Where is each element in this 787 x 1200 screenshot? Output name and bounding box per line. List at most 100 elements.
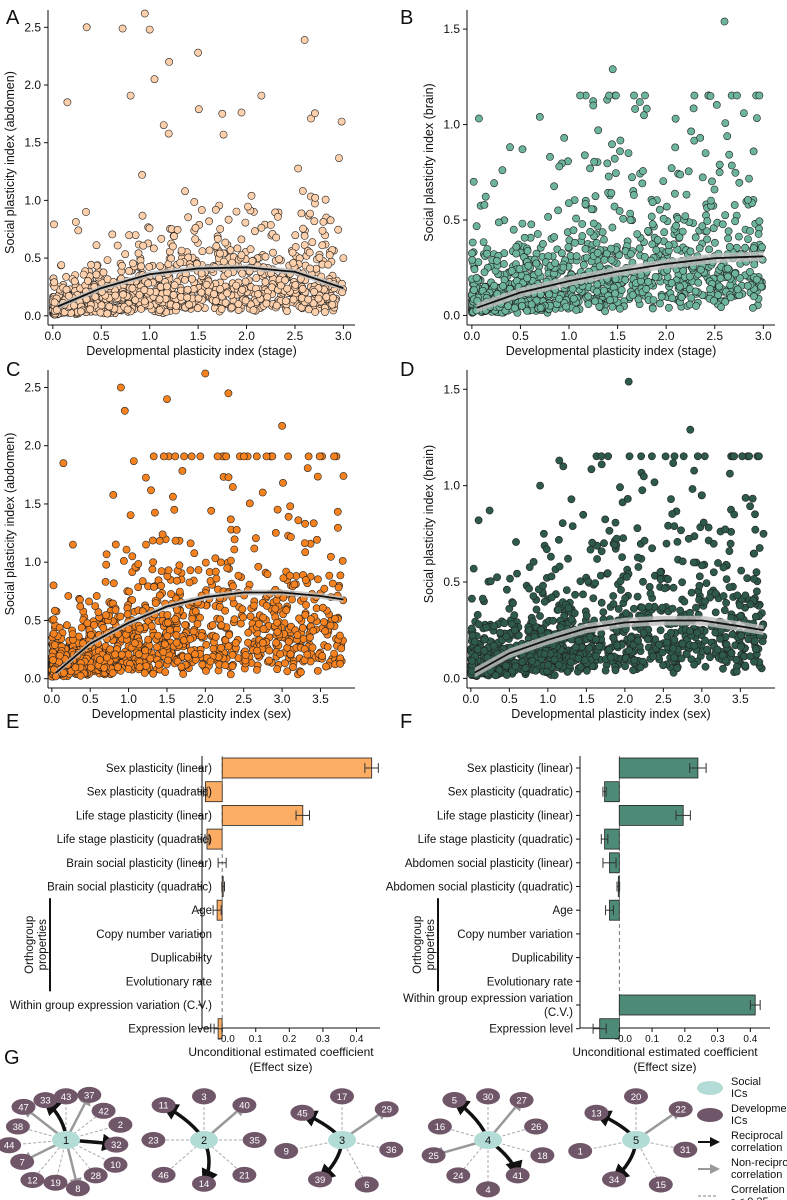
data-point	[172, 638, 181, 647]
data-point	[113, 663, 122, 672]
data-point	[608, 302, 617, 311]
data-point-outlier	[82, 23, 91, 32]
data-point	[149, 244, 158, 253]
data-point	[751, 645, 760, 654]
data-point	[752, 275, 761, 284]
data-point	[558, 519, 567, 527]
data-point	[563, 667, 572, 676]
data-point	[619, 534, 628, 542]
data-point	[646, 589, 655, 598]
x-tick-label: 3.0	[335, 329, 352, 343]
data-point	[751, 525, 760, 534]
data-point	[309, 626, 318, 635]
data-point	[330, 649, 338, 658]
data-point	[567, 615, 576, 624]
data-point	[727, 649, 736, 658]
data-point	[273, 665, 282, 674]
data-point	[616, 483, 624, 492]
data-point	[310, 109, 319, 118]
data-point	[71, 663, 80, 672]
data-point	[682, 190, 691, 199]
data-point	[118, 261, 126, 270]
x-tick-label: 1.0	[141, 329, 158, 343]
data-point	[733, 285, 742, 294]
data-point	[518, 219, 527, 228]
data-point	[294, 164, 302, 173]
data-point	[318, 226, 327, 235]
data-point	[608, 140, 616, 149]
data-point	[688, 485, 697, 493]
points-group	[466, 377, 768, 680]
data-point-outlier	[720, 17, 729, 26]
data-point	[679, 452, 688, 461]
y-tick-label: 0.0	[443, 671, 460, 685]
data-point	[703, 235, 711, 244]
data-point	[49, 656, 57, 664]
data-point	[238, 269, 247, 278]
data-point	[749, 303, 757, 312]
data-point	[338, 557, 347, 565]
data-point	[49, 615, 58, 624]
data-point	[177, 246, 186, 255]
data-point	[324, 260, 332, 269]
data-point	[157, 234, 166, 243]
data-point	[149, 669, 158, 678]
x-tick-label: 2.5	[235, 692, 252, 706]
data-point	[202, 667, 210, 675]
data-point	[723, 264, 732, 273]
y-tick-label: 1.0	[24, 555, 41, 569]
data-point	[547, 572, 556, 581]
x-tick-label: 1.5	[578, 692, 595, 706]
data-point	[301, 576, 310, 584]
x-tick-label: 3.0	[755, 329, 772, 343]
data-point	[279, 574, 288, 582]
data-point	[306, 615, 315, 624]
data-point	[160, 640, 169, 649]
data-point	[566, 658, 575, 666]
data-point	[239, 613, 247, 622]
data-point	[290, 580, 299, 589]
data-point	[671, 114, 680, 123]
data-point	[569, 226, 578, 235]
data-point	[750, 549, 759, 558]
data-point	[138, 170, 146, 179]
data-point	[129, 259, 137, 268]
data-point-outlier	[555, 162, 564, 171]
data-point	[55, 651, 64, 660]
data-point	[494, 218, 503, 227]
data-point	[224, 642, 233, 651]
x-tick-label: 0.5	[501, 692, 518, 706]
data-point	[678, 578, 686, 587]
x-tick-label: 0.0	[464, 329, 481, 343]
data-point	[469, 564, 478, 573]
data-point	[715, 160, 724, 169]
data-point	[628, 173, 636, 182]
data-point	[721, 119, 730, 127]
y-tick-label: 1.0	[443, 479, 460, 493]
data-point	[750, 575, 758, 583]
y-tick-label: 1.5	[443, 22, 460, 36]
data-point	[282, 606, 291, 615]
data-point	[590, 157, 599, 166]
data-point	[185, 300, 193, 309]
data-point	[502, 671, 511, 679]
data-point	[551, 259, 559, 267]
data-point	[196, 452, 205, 461]
data-point	[232, 526, 241, 534]
data-point	[649, 296, 658, 304]
data-point	[648, 544, 656, 553]
data-point	[634, 295, 643, 304]
data-point	[549, 616, 557, 625]
data-point	[231, 639, 240, 647]
data-point	[638, 486, 647, 495]
data-point	[219, 130, 228, 139]
data-point	[147, 622, 156, 631]
data-point	[579, 260, 588, 269]
data-point	[547, 593, 556, 602]
data-point	[660, 228, 669, 237]
data-point	[662, 202, 671, 211]
data-point	[245, 499, 254, 508]
data-point	[733, 91, 741, 100]
data-point	[190, 549, 199, 558]
